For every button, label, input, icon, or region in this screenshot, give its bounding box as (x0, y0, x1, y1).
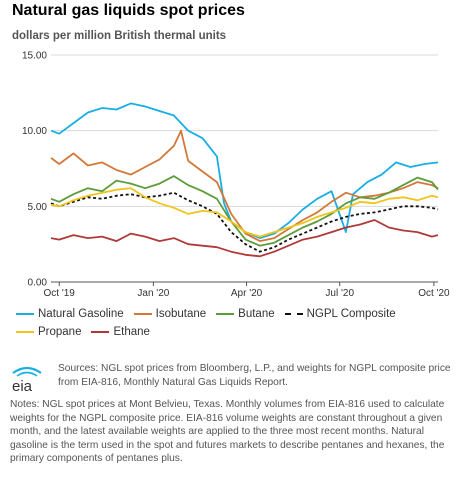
x-tick-label: Oct '19 (44, 288, 76, 299)
legend-swatch (16, 313, 34, 315)
chart-title: Natural gas liquids spot prices (12, 2, 245, 19)
y-tick-label: 5.00 (28, 202, 48, 213)
notes-text: Notes: NGL spot prices at Mont Belvieu, … (10, 399, 445, 465)
legend-swatch (133, 313, 152, 315)
x-tick-label: Oct '20 (418, 288, 450, 299)
y-axis-tick-labels: 0.00 5.00 10.00 15.00 (22, 51, 47, 289)
series-line-ngpl-composite (50, 191, 439, 253)
y-tick-label: 0.00 (28, 278, 48, 289)
legend-item: Ethane (91, 326, 150, 338)
y-tick-label: 15.00 (22, 51, 47, 62)
x-tick-label: Apr '20 (231, 288, 263, 299)
legend-label: Butane (238, 308, 275, 320)
legend-row: Propane Ethane (16, 323, 436, 341)
series-line-butane (50, 175, 439, 247)
chart-subtitle: dollars per million British thermal unit… (12, 30, 227, 42)
y-tick-label: 10.00 (22, 126, 47, 137)
chart-gridlines (51, 54, 438, 283)
legend-item: Natural Gasoline (16, 308, 124, 320)
chart-series (50, 102, 439, 258)
legend-item: NGPL Composite (284, 308, 396, 320)
series-line-propane (50, 187, 439, 238)
chart-legend: Natural Gasoline Isobutane Butane NGPL Comp… (16, 305, 436, 341)
legend-swatch (91, 331, 110, 333)
x-tick-label: Jul '20 (325, 288, 354, 299)
legend-swatch (216, 313, 235, 315)
legend-item: Isobutane (133, 308, 207, 320)
x-tick-label: Jan '20 (137, 288, 169, 299)
legend-item: Butane (216, 308, 275, 320)
series-line-ethane (50, 219, 439, 258)
legend-label: NGPL Composite (306, 308, 396, 320)
legend-label: Ethane (113, 326, 150, 338)
x-axis: Oct '19 Jan '20 Apr '20 Jul '20 Oct '20 (44, 281, 450, 299)
eia-logo-icon: eia (12, 366, 42, 394)
line-chart: 0.00 5.00 10.00 15.00 Oct '19 Jan '20 Apr '20… (22, 51, 450, 300)
series-line-natural-gasoline (50, 102, 439, 239)
series-line-isobutane (50, 129, 439, 242)
legend-swatch (16, 331, 34, 333)
legend-label: Isobutane (155, 308, 207, 320)
sources-text: Sources: NGL spot prices from Bloomberg,… (58, 363, 451, 388)
legend-row: Natural Gasoline Isobutane Butane NGPL Comp… (16, 305, 436, 323)
legend-item: Propane (16, 326, 81, 338)
legend-label: Natural Gasoline (38, 308, 124, 320)
legend-label: Propane (38, 326, 82, 338)
eia-logo-text: eia (12, 378, 33, 394)
legend-swatch (284, 313, 303, 315)
